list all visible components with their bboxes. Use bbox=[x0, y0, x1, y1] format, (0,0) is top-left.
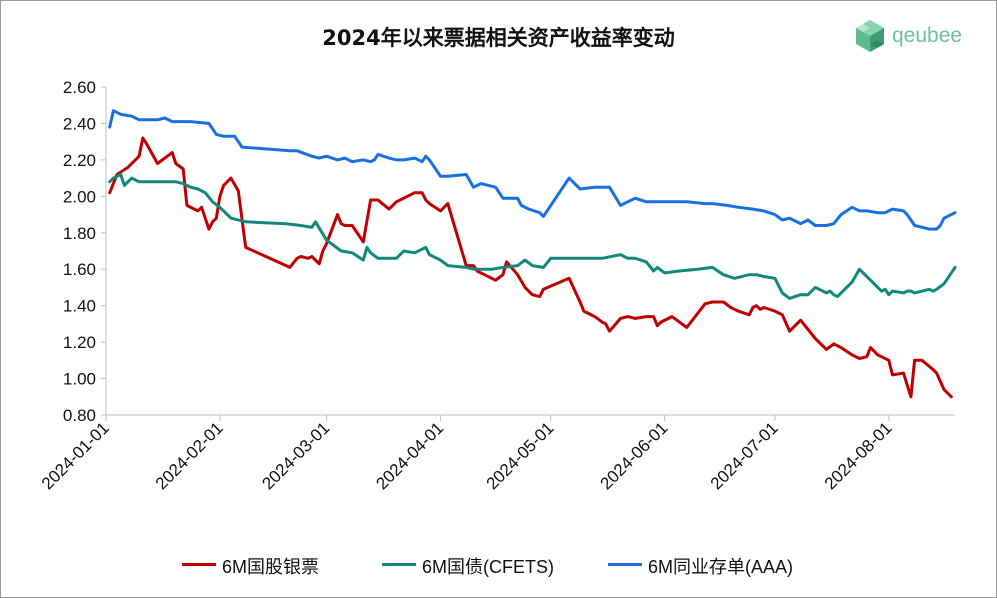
y-tick-label: 1.60 bbox=[63, 260, 96, 279]
brand-name: qeubee bbox=[892, 24, 963, 47]
hexagon-cube-logo-icon bbox=[856, 20, 884, 52]
y-tick-label: 1.20 bbox=[63, 333, 96, 352]
x-tick-label: 2024-03-01 bbox=[258, 418, 333, 493]
legend: 6M国股银票 6M国债(CFETS) 6M同业存单(AAA) bbox=[0, 552, 997, 578]
legend-label: 6M国股银票 bbox=[222, 557, 320, 577]
x-tick-label: 2024-08-01 bbox=[821, 418, 896, 493]
legend-label: 6M同业存单(AAA) bbox=[648, 557, 794, 577]
y-tick-label: 2.20 bbox=[63, 151, 96, 170]
y-tick-label: 1.80 bbox=[63, 224, 96, 243]
x-tick-label: 2024-01-01 bbox=[38, 418, 113, 493]
line-chart: 0.80 1.00 1.20 1.40 1.60 1.80 2.00 2.20 2.40 2.60… bbox=[38, 78, 957, 493]
legend-swatch bbox=[182, 563, 216, 566]
legend-label: 6M国债(CFETS) bbox=[422, 557, 554, 577]
x-tick-label: 2024-04-01 bbox=[372, 418, 447, 493]
axes: 0.80 1.00 1.20 1.40 1.60 1.80 2.00 2.20 2.40 2.60… bbox=[38, 78, 955, 493]
y-tick-label: 2.60 bbox=[63, 78, 96, 97]
qeubee-logo: qeubee bbox=[852, 18, 977, 58]
y-tick-label: 2.00 bbox=[63, 187, 96, 206]
legend-swatch bbox=[382, 563, 416, 566]
series-layer bbox=[108, 109, 957, 399]
y-tick-label: 1.00 bbox=[63, 370, 96, 389]
y-tick-label: 0.80 bbox=[63, 406, 96, 425]
legend-swatch bbox=[608, 563, 642, 566]
series-line bbox=[108, 136, 953, 399]
y-tick-label: 1.40 bbox=[63, 297, 96, 316]
x-tick-label: 2024-02-01 bbox=[152, 418, 227, 493]
x-tick-label: 2024-05-01 bbox=[483, 418, 558, 493]
series-line bbox=[108, 109, 957, 231]
y-tick-label: 2.40 bbox=[63, 114, 96, 133]
series-line bbox=[108, 173, 957, 300]
chart-title: 2024年以来票据相关资产收益率变动 bbox=[322, 26, 675, 50]
x-tick-label: 2024-07-01 bbox=[707, 418, 782, 493]
x-tick-label: 2024-06-01 bbox=[597, 418, 672, 493]
